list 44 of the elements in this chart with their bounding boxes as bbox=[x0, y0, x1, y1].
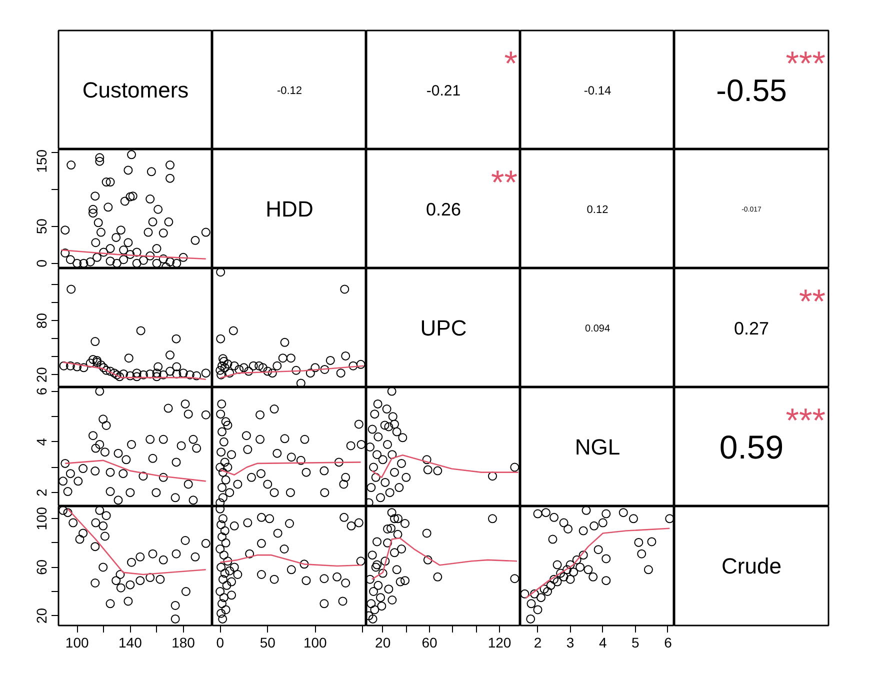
x-tick-label: 20 bbox=[375, 634, 391, 650]
text: NGL bbox=[574, 434, 620, 460]
y-tick-label: 20 bbox=[34, 608, 50, 624]
text: 0.26 bbox=[426, 200, 462, 220]
x-tick-label: 140 bbox=[118, 634, 142, 650]
text: 0.094 bbox=[584, 324, 610, 334]
text: 0.12 bbox=[586, 204, 608, 216]
text: ** bbox=[798, 282, 826, 321]
text: Crude bbox=[722, 554, 782, 578]
text: *** bbox=[786, 44, 826, 83]
x-tick-label: 120 bbox=[488, 634, 512, 650]
y-tick-label: 2 bbox=[34, 488, 50, 496]
y-tick-label: 80 bbox=[34, 312, 50, 329]
y-tick-label: 100 bbox=[34, 506, 50, 530]
x-tick-label: 100 bbox=[65, 634, 89, 650]
text: -0.21 bbox=[426, 82, 461, 100]
x-tick-label: 0 bbox=[216, 634, 224, 650]
y-tick-label: 60 bbox=[34, 559, 50, 575]
text: HDD bbox=[266, 196, 314, 222]
text: ** bbox=[490, 164, 518, 202]
x-tick-label: 5 bbox=[632, 634, 640, 650]
x-tick-label: 6 bbox=[664, 634, 672, 650]
y-tick-label: 150 bbox=[34, 149, 50, 173]
x-tick-label: 4 bbox=[598, 634, 607, 650]
text: *** bbox=[786, 402, 826, 440]
text: -0.12 bbox=[276, 85, 302, 97]
y-tick-label: 0 bbox=[34, 259, 50, 268]
text: -0.55 bbox=[716, 73, 787, 108]
text: 0.27 bbox=[734, 318, 770, 338]
text: -0.14 bbox=[584, 84, 612, 98]
y-tick-label: 50 bbox=[34, 218, 50, 234]
text: Customers bbox=[82, 78, 189, 102]
y-tick-label: 20 bbox=[34, 366, 50, 383]
x-tick-label: 50 bbox=[260, 634, 276, 650]
x-tick-label: 60 bbox=[422, 634, 438, 650]
x-tick-label: 3 bbox=[566, 634, 574, 650]
text: 0.59 bbox=[719, 428, 784, 466]
x-tick-label: 2 bbox=[534, 634, 542, 650]
x-tick-label: 100 bbox=[303, 634, 328, 650]
y-tick-label: 6 bbox=[34, 387, 50, 396]
x-tick-label: 180 bbox=[172, 634, 196, 650]
y-tick-label: 4 bbox=[34, 438, 50, 446]
text: * bbox=[504, 44, 518, 83]
text: UPC bbox=[420, 316, 467, 340]
